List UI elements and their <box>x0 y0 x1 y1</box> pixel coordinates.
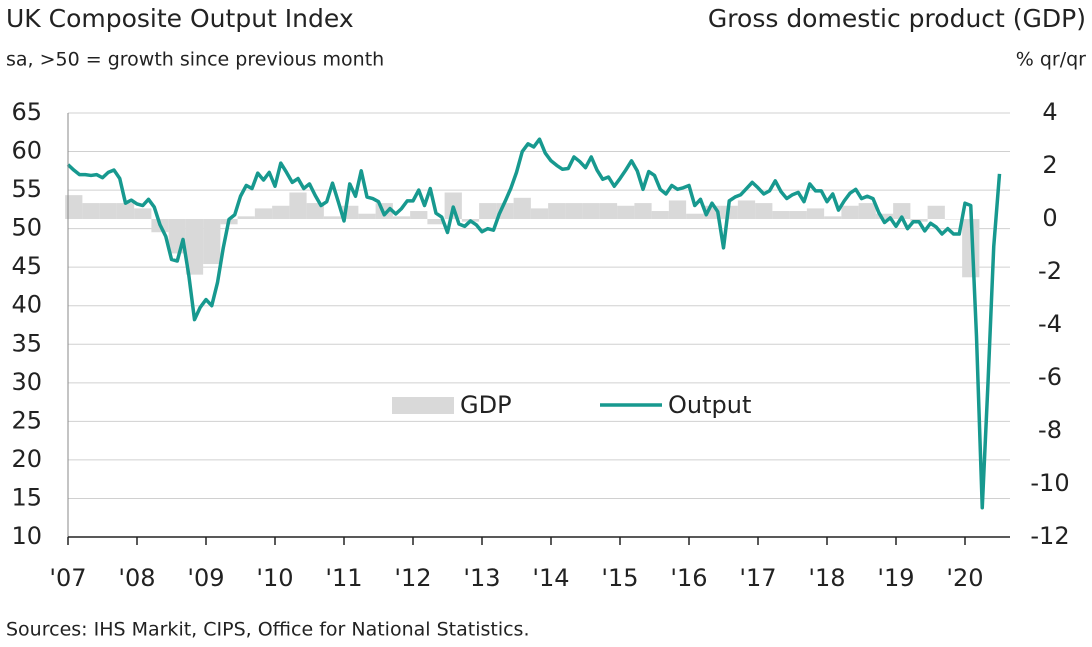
gdp-bar <box>617 205 635 219</box>
gdp-bar <box>548 203 566 219</box>
gdp-bar <box>962 219 980 278</box>
x-tick-label: '13 <box>463 564 500 592</box>
gdp-bar <box>99 203 117 219</box>
x-tick-label: '09 <box>187 564 224 592</box>
y2-tick-label: -4 <box>1038 310 1062 338</box>
x-tick-label: '18 <box>808 564 845 592</box>
gdp-bar <box>82 203 100 219</box>
gdp-bar <box>875 213 894 219</box>
y2-tick-label: 0 <box>1042 204 1057 232</box>
gdp-bar <box>306 203 324 219</box>
legend-label: GDP <box>460 391 512 419</box>
gdp-bar <box>116 203 135 219</box>
gdp-bar <box>599 203 618 219</box>
gdp-bar <box>686 213 704 219</box>
x-tick-label: '07 <box>49 564 86 592</box>
gdp-bar <box>203 219 221 265</box>
x-tick-label: '10 <box>256 564 293 592</box>
x-tick-label: '16 <box>670 564 707 592</box>
y2-tick-label: -10 <box>1030 469 1069 497</box>
y2-tick-label: -2 <box>1038 257 1062 285</box>
y2-tick-label: 2 <box>1042 151 1057 179</box>
y-tick-label: 20 <box>11 445 42 473</box>
y2-title: Gross domestic product (GDP) <box>708 4 1086 33</box>
x-tick-label: '08 <box>118 564 155 592</box>
y2-tick-label: 4 <box>1042 98 1057 126</box>
gdp-bar <box>755 203 773 219</box>
gdp-bar <box>634 203 652 219</box>
gdp-bar <box>737 200 756 219</box>
y2-subtitle: % qr/qr <box>1016 49 1086 71</box>
gdp-bar <box>565 203 583 219</box>
gdp-bar <box>789 211 807 219</box>
gdp-bar <box>237 216 255 219</box>
y-tick-label: 45 <box>11 252 42 280</box>
gdp-bar <box>392 216 411 219</box>
gdp-bar <box>134 208 152 219</box>
gdp-bar <box>927 205 945 219</box>
y2-tick-label: -6 <box>1038 363 1062 391</box>
y-tick-label: 35 <box>11 329 42 357</box>
x-tick-label: '11 <box>325 564 362 592</box>
gdp-bar <box>858 203 876 219</box>
x-tick-label: '14 <box>532 564 569 592</box>
gdp-bar <box>806 208 825 219</box>
gdp-bar <box>65 195 83 219</box>
legend-swatch <box>392 397 454 414</box>
legend-label: Output <box>668 391 751 419</box>
gdp-bar <box>824 216 842 219</box>
y-tick-label: 50 <box>11 214 42 242</box>
gdp-bar <box>323 216 342 219</box>
gdp-bar <box>668 200 687 219</box>
y-tick-label: 65 <box>11 98 42 126</box>
gdp-bar <box>772 211 790 219</box>
y-tick-label: 25 <box>11 406 42 434</box>
gdp-bar <box>254 208 273 219</box>
y-tick-label: 10 <box>11 522 42 550</box>
gdp-bar <box>944 219 963 220</box>
gdp-bar <box>289 192 307 219</box>
output-line <box>66 137 1002 510</box>
y-tick-label: 55 <box>11 175 42 203</box>
y2-tick-label: -8 <box>1038 416 1062 444</box>
x-tick-label: '15 <box>601 564 638 592</box>
gdp-bar <box>513 197 531 219</box>
gdp-bar <box>841 205 859 219</box>
x-tick-label: '12 <box>394 564 431 592</box>
y-tick-label: 30 <box>11 368 42 396</box>
gdp-bar <box>582 203 600 219</box>
y-tick-label: 15 <box>11 483 42 511</box>
y2-tick-label: -12 <box>1030 522 1069 550</box>
y-tick-label: 60 <box>11 137 42 165</box>
x-tick-label: '17 <box>739 564 776 592</box>
x-tick-label: '19 <box>877 564 914 592</box>
gdp-bar <box>893 203 911 219</box>
gdp-bar <box>479 203 497 219</box>
y-tick-label: 40 <box>11 291 42 319</box>
chart-title: UK Composite Output Index <box>6 4 354 33</box>
source: Sources: IHS Markit, CIPS, Office for Na… <box>6 619 529 641</box>
gdp-bar <box>651 211 669 219</box>
gdp-bar <box>530 208 549 219</box>
gdp-bar <box>427 219 445 225</box>
gdp-bar <box>410 211 428 219</box>
gdp-bar <box>185 219 204 275</box>
x-tick-label: '20 <box>946 564 983 592</box>
gdp-bar <box>358 213 376 219</box>
gdp-bar <box>272 205 290 219</box>
chart-subtitle: sa, >50 = growth since previous month <box>6 49 384 71</box>
